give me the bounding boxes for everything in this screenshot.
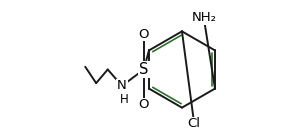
Text: Cl: Cl: [188, 117, 201, 131]
Text: O: O: [139, 28, 149, 41]
Text: N: N: [117, 79, 127, 92]
Text: NH₂: NH₂: [191, 11, 216, 24]
Text: O: O: [139, 98, 149, 111]
Text: H: H: [120, 93, 129, 106]
Text: S: S: [139, 62, 149, 77]
